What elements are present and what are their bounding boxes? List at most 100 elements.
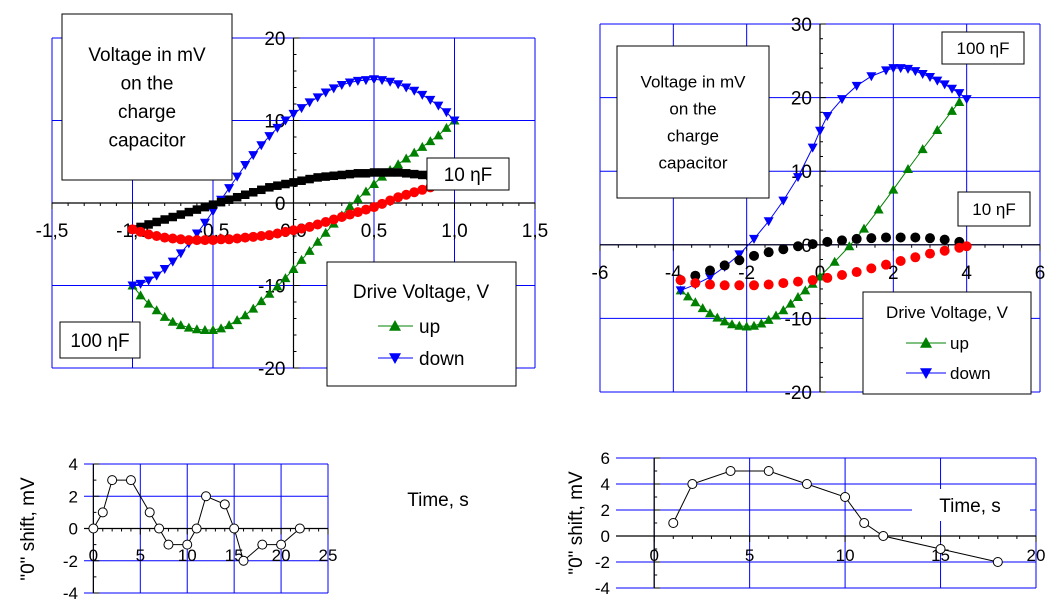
data-point (749, 280, 759, 291)
legend-label-down: down (950, 364, 991, 383)
data-point (183, 235, 194, 246)
data-point (344, 78, 355, 88)
y-tick-label: 6 (601, 449, 610, 468)
data-point (272, 228, 283, 239)
data-point (182, 539, 193, 550)
data-point (947, 105, 957, 115)
data-point (280, 273, 291, 283)
tr-label-100nf-text: 100 ηF (957, 39, 1010, 58)
data-point (712, 312, 723, 322)
series-line (672, 470, 998, 563)
data-point (320, 227, 331, 237)
data-point (256, 141, 267, 151)
data-point (240, 190, 250, 199)
tl-ylabel-text: on the (121, 74, 174, 95)
y-tick-label: 10 (791, 162, 812, 183)
data-point (344, 209, 355, 220)
data-point (800, 285, 811, 295)
x-tick-label: 0 (649, 546, 658, 565)
x-tick-label: 5 (136, 546, 145, 565)
data-point (866, 72, 877, 82)
data-point (249, 188, 258, 197)
data-point (425, 136, 436, 146)
data-point (159, 265, 170, 274)
data-point (705, 265, 715, 276)
y-tick-label: 10 (264, 112, 285, 133)
data-point (763, 314, 774, 324)
data-point (294, 523, 305, 534)
data-point (881, 232, 891, 243)
data-point (917, 70, 928, 80)
data-point (377, 76, 388, 86)
data-point (888, 64, 899, 74)
data-point (248, 303, 259, 313)
x-tick-label: 15 (931, 546, 950, 565)
data-point (807, 275, 818, 286)
data-point (725, 466, 736, 476)
data-point (199, 218, 210, 228)
data-point (107, 475, 118, 486)
data-point (449, 116, 460, 126)
data-point (191, 229, 202, 239)
data-point (304, 221, 315, 232)
tl-label-10nf-box (426, 157, 510, 191)
data-point (873, 204, 884, 214)
data-point (160, 215, 169, 224)
legend-marker-down (389, 353, 401, 364)
data-point (705, 308, 715, 318)
tl-legend: Drive Voltage, V up down (326, 261, 517, 387)
data-point (288, 109, 299, 119)
data-point (778, 196, 789, 206)
data-point (822, 236, 833, 247)
data-point (328, 214, 339, 225)
data-point (183, 322, 194, 332)
data-point (167, 257, 178, 267)
data-point (305, 174, 314, 184)
data-point (272, 281, 283, 291)
xlabel-bg (912, 489, 1030, 521)
tr-ylabel-text: capacitor (659, 154, 728, 173)
data-point (763, 247, 774, 258)
data-point (229, 523, 240, 534)
data-point (232, 172, 243, 182)
data-point (199, 235, 210, 246)
br-ylabel: "0" shift, mV (566, 471, 587, 575)
data-point (312, 93, 323, 103)
data-point (932, 76, 943, 86)
y-tick-label: 0 (275, 194, 286, 215)
data-point (208, 200, 218, 209)
data-point (248, 231, 259, 242)
data-point (329, 171, 338, 181)
data-point (697, 303, 708, 313)
data-point (888, 184, 899, 194)
axes (51, 37, 536, 369)
data-point (719, 280, 730, 291)
data-point (360, 186, 371, 196)
data-point (859, 518, 870, 528)
data-point (866, 233, 877, 244)
data-point (352, 193, 363, 203)
data-point (895, 232, 906, 243)
data-point (248, 151, 259, 161)
data-point (895, 255, 906, 266)
data-point (201, 491, 211, 502)
data-point (763, 279, 774, 290)
data-point (910, 232, 921, 243)
series-line (92, 479, 301, 562)
data-point (939, 234, 950, 245)
legend-box (862, 291, 1032, 395)
data-point (385, 168, 395, 177)
data-point (167, 233, 178, 244)
data-point (159, 311, 170, 321)
y-tick-label: -4 (595, 579, 610, 598)
y-tick-label: 0 (801, 236, 812, 257)
data-point (321, 172, 330, 181)
data-point (807, 239, 818, 250)
data-point (690, 278, 701, 289)
data-point (756, 318, 767, 328)
data-point (313, 173, 322, 182)
data-point (208, 235, 218, 246)
data-point (734, 280, 745, 291)
